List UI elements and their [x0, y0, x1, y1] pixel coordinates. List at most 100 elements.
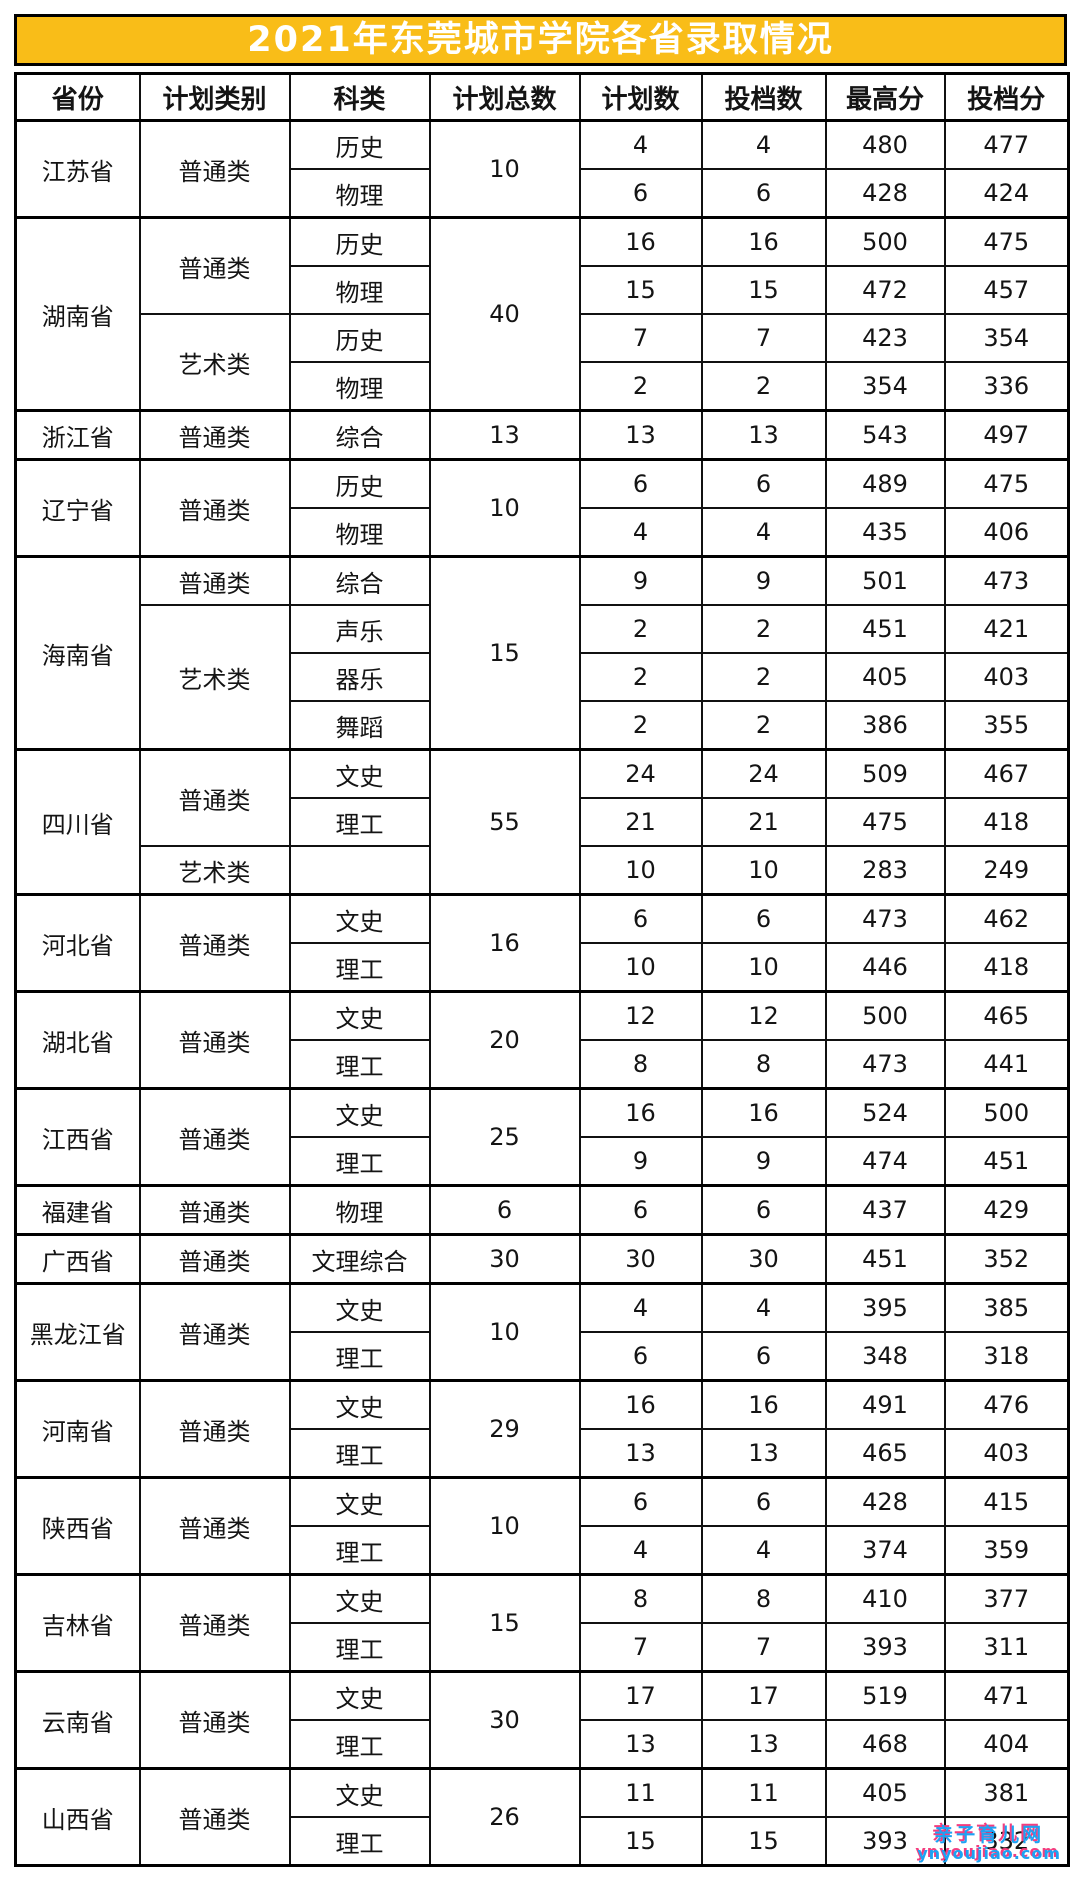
cell-subject: 理工	[288, 1719, 431, 1770]
cell-cast-score: 415	[943, 1476, 1070, 1527]
cell-plan-count: 30	[578, 1233, 703, 1285]
cell-cast-score: 475	[943, 458, 1070, 509]
cell-province: 陕西省	[14, 1476, 141, 1576]
cell-filed-count: 13	[700, 1428, 827, 1479]
cell-cast-score: 457	[943, 265, 1070, 315]
cell-max-score: 500	[824, 216, 946, 267]
table-row: 艺术类 声乐 2 2 451 421	[16, 604, 1070, 751]
table-row: 江苏省 普通类 历史 10 4 4 480 477	[14, 119, 1070, 219]
cell-max-score: 374	[824, 1525, 946, 1576]
cell-filed-count: 6	[700, 893, 827, 944]
cell-filed-count: 16	[700, 1087, 827, 1138]
cell-plan-total: 16	[428, 893, 581, 993]
cell-plan-total: 30	[428, 1670, 581, 1770]
cell-filed-count: 11	[700, 1767, 827, 1818]
cell-filed-count: 2	[700, 361, 827, 412]
table-row: 理工 13 13 465 403	[16, 1428, 1070, 1479]
cell-plan-count: 9	[578, 555, 703, 606]
cell-plan-count: 17	[578, 1670, 703, 1721]
cell-province: 河南省	[14, 1379, 141, 1479]
cell-plan-count: 9	[578, 1136, 703, 1187]
cell-filed-count: 10	[700, 845, 827, 896]
cell-plan-count: 15	[578, 265, 703, 315]
cell-plan-count: 13	[578, 1719, 703, 1770]
cell-filed-count: 9	[700, 1136, 827, 1187]
table-row: 河南省 普通类 文史 29 16 16 491 476	[14, 1379, 1070, 1479]
cell-filed-count: 4	[700, 507, 827, 558]
cell-subject: 物理	[288, 265, 431, 315]
cell-plan-count: 6	[578, 168, 703, 219]
cell-plan-count: 10	[578, 845, 703, 896]
cell-plan-count: 4	[578, 507, 703, 558]
cell-plan-count: 2	[578, 604, 703, 654]
cell-subject: 理工	[288, 1136, 431, 1187]
cell-plan-count: 6	[578, 1476, 703, 1527]
cell-plan-type: 普通类	[138, 1476, 291, 1576]
cell-max-score: 475	[824, 797, 946, 847]
cell-filed-count: 6	[700, 168, 827, 219]
table-row: 湖南省 普通类 历史 40 16 16 500 475	[14, 216, 1070, 412]
cell-filed-count: 4	[700, 119, 827, 170]
cell-plan-count: 6	[578, 1184, 703, 1236]
table-row: 云南省 普通类 文史 30 17 17 519 471	[14, 1670, 1070, 1770]
cell-max-score: 354	[824, 361, 946, 412]
cell-max-score: 393	[824, 1816, 946, 1867]
cell-plan-count: 8	[578, 1573, 703, 1624]
cell-province: 江苏省	[14, 119, 141, 219]
cell-subject: 物理	[288, 507, 431, 558]
cell-subject	[288, 845, 431, 896]
cell-max-score: 480	[824, 119, 946, 170]
cell-cast-score: 467	[943, 748, 1070, 799]
cell-subject: 综合	[288, 409, 431, 461]
cell-filed-count: 6	[700, 458, 827, 509]
cell-cast-score: 497	[943, 409, 1070, 461]
table-row: 物理 2 2 354 336	[16, 361, 1070, 412]
cell-cast-score: 249	[943, 845, 1070, 896]
cell-cast-score: 385	[943, 1282, 1070, 1333]
cell-subject: 理工	[288, 1428, 431, 1479]
cell-plan-count: 4	[578, 1282, 703, 1333]
table-row: 理工 4 4 374 359	[16, 1525, 1070, 1576]
cell-cast-score: 462	[943, 893, 1070, 944]
cell-filed-count: 10	[700, 942, 827, 993]
cell-filed-count: 2	[700, 652, 827, 702]
cell-filed-count: 16	[700, 1379, 827, 1430]
cell-max-score: 474	[824, 1136, 946, 1187]
cell-plan-total: 29	[428, 1379, 581, 1479]
cell-max-score: 509	[824, 748, 946, 799]
cell-max-score: 519	[824, 1670, 946, 1721]
column-header-plan-total: 计划总数	[428, 72, 581, 122]
cell-max-score: 500	[824, 990, 946, 1041]
cell-province: 福建省	[14, 1184, 141, 1236]
cell-filed-count: 6	[700, 1331, 827, 1382]
cell-filed-count: 9	[700, 555, 827, 606]
table-row: 湖北省 普通类 文史 20 12 12 500 465	[14, 990, 1070, 1090]
cell-plan-count: 16	[578, 1379, 703, 1430]
cell-plan-count: 12	[578, 990, 703, 1041]
table-row: 辽宁省 普通类 历史 10 6 6 489 475	[14, 458, 1070, 558]
cell-cast-score: 355	[943, 700, 1070, 751]
table-row: 山西省 普通类 文史 26 11 11 405 381	[14, 1767, 1070, 1867]
cell-cast-score: 377	[943, 1573, 1070, 1624]
table-row: 理工 9 9 474 451	[16, 1136, 1070, 1187]
cell-cast-score: 500	[943, 1087, 1070, 1138]
cell-plan-count: 6	[578, 1331, 703, 1382]
table-row: 理工 10 10 446 418	[16, 942, 1070, 993]
cell-filed-count: 15	[700, 1816, 827, 1867]
cell-filed-count: 24	[700, 748, 827, 799]
cell-max-score: 465	[824, 1428, 946, 1479]
cell-plan-total: 6	[428, 1184, 581, 1236]
table-row: 浙江省 普通类 综合 13 13 13 543 497	[14, 409, 1070, 461]
cell-filed-count: 7	[700, 313, 827, 363]
table-row: 物理 15 15 472 457	[16, 265, 1070, 315]
cell-max-score: 405	[824, 652, 946, 702]
cell-subject: 物理	[288, 168, 431, 219]
column-header-max-score: 最高分	[824, 72, 946, 122]
cell-cast-score: 332	[943, 1816, 1070, 1867]
cell-subject: 文史	[288, 990, 431, 1041]
cell-filed-count: 17	[700, 1670, 827, 1721]
cell-max-score: 283	[824, 845, 946, 896]
table-row: 艺术类 10 10 283 249	[16, 845, 1070, 896]
cell-plan-count: 2	[578, 700, 703, 751]
cell-max-score: 491	[824, 1379, 946, 1430]
